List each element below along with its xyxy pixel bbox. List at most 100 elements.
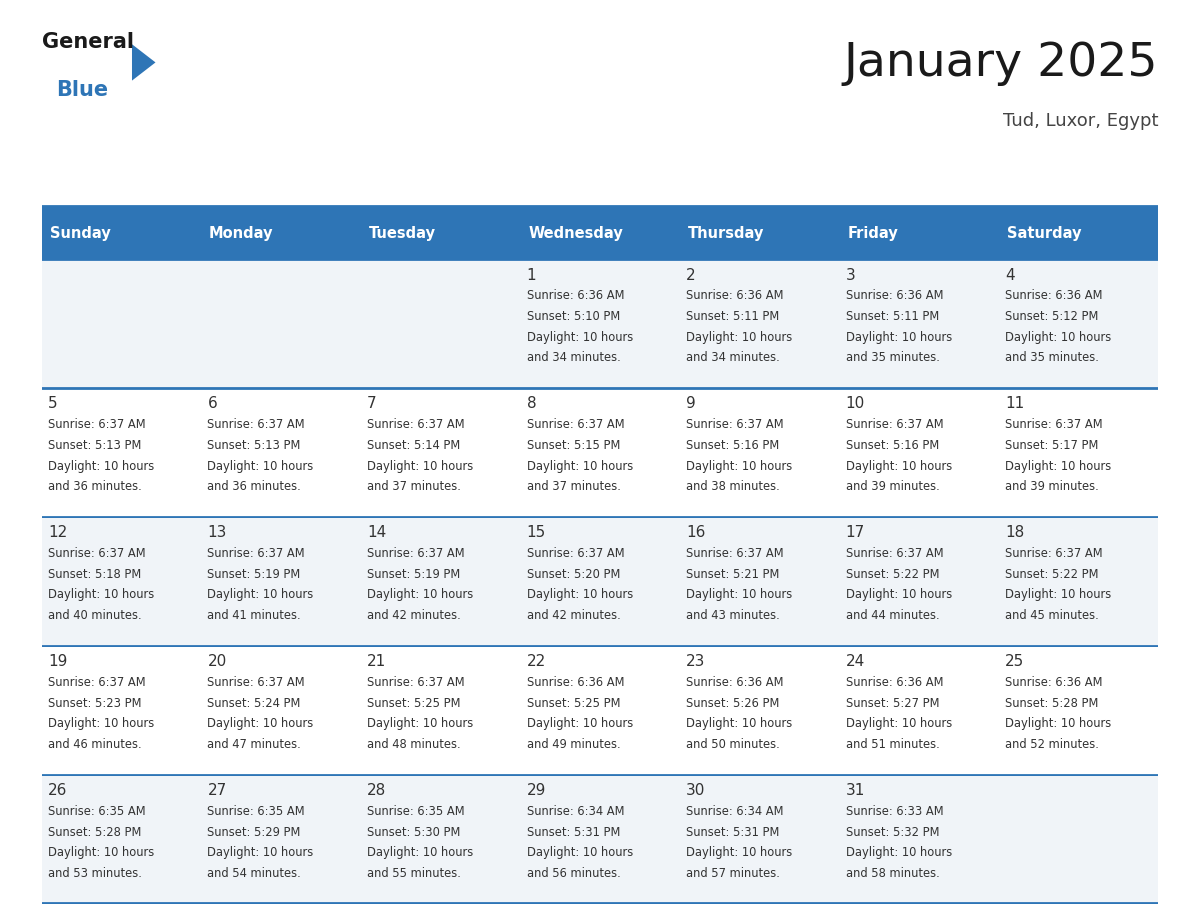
Text: Sunrise: 6:37 AM: Sunrise: 6:37 AM bbox=[48, 676, 146, 689]
Text: Sunrise: 6:36 AM: Sunrise: 6:36 AM bbox=[1005, 289, 1102, 302]
Text: Daylight: 10 hours: Daylight: 10 hours bbox=[1005, 460, 1112, 473]
Text: Sunset: 5:14 PM: Sunset: 5:14 PM bbox=[367, 439, 460, 452]
Text: and 46 minutes.: and 46 minutes. bbox=[48, 738, 141, 751]
Text: Sunrise: 6:37 AM: Sunrise: 6:37 AM bbox=[526, 547, 624, 560]
Text: Sunrise: 6:37 AM: Sunrise: 6:37 AM bbox=[687, 419, 784, 431]
Text: Sunset: 5:17 PM: Sunset: 5:17 PM bbox=[1005, 439, 1099, 452]
Text: Daylight: 10 hours: Daylight: 10 hours bbox=[48, 846, 154, 859]
Text: Sunrise: 6:36 AM: Sunrise: 6:36 AM bbox=[687, 676, 784, 689]
Text: Sunset: 5:11 PM: Sunset: 5:11 PM bbox=[846, 310, 939, 323]
Text: 24: 24 bbox=[846, 655, 865, 669]
Text: Daylight: 10 hours: Daylight: 10 hours bbox=[687, 588, 792, 601]
Text: and 47 minutes.: and 47 minutes. bbox=[208, 738, 302, 751]
Text: and 45 minutes.: and 45 minutes. bbox=[1005, 609, 1099, 622]
Text: and 36 minutes.: and 36 minutes. bbox=[208, 480, 302, 493]
Text: 20: 20 bbox=[208, 655, 227, 669]
Text: Daylight: 10 hours: Daylight: 10 hours bbox=[526, 588, 633, 601]
Text: Sunrise: 6:37 AM: Sunrise: 6:37 AM bbox=[208, 419, 305, 431]
Text: and 36 minutes.: and 36 minutes. bbox=[48, 480, 141, 493]
Text: Daylight: 10 hours: Daylight: 10 hours bbox=[1005, 588, 1112, 601]
Text: Sunset: 5:25 PM: Sunset: 5:25 PM bbox=[367, 697, 461, 710]
Text: and 35 minutes.: and 35 minutes. bbox=[846, 352, 940, 364]
Text: 12: 12 bbox=[48, 525, 68, 541]
Text: Saturday: Saturday bbox=[1006, 226, 1081, 241]
Text: Daylight: 10 hours: Daylight: 10 hours bbox=[208, 588, 314, 601]
Text: Sunrise: 6:36 AM: Sunrise: 6:36 AM bbox=[1005, 676, 1102, 689]
Text: and 38 minutes.: and 38 minutes. bbox=[687, 480, 779, 493]
Text: 11: 11 bbox=[1005, 397, 1024, 411]
Text: Daylight: 10 hours: Daylight: 10 hours bbox=[208, 717, 314, 731]
Text: Daylight: 10 hours: Daylight: 10 hours bbox=[687, 717, 792, 731]
Text: Daylight: 10 hours: Daylight: 10 hours bbox=[846, 588, 952, 601]
Text: Sunrise: 6:36 AM: Sunrise: 6:36 AM bbox=[846, 289, 943, 302]
Text: 22: 22 bbox=[526, 655, 545, 669]
Text: Daylight: 10 hours: Daylight: 10 hours bbox=[526, 330, 633, 343]
Text: Sunset: 5:12 PM: Sunset: 5:12 PM bbox=[1005, 310, 1099, 323]
Text: Daylight: 10 hours: Daylight: 10 hours bbox=[687, 460, 792, 473]
Text: and 53 minutes.: and 53 minutes. bbox=[48, 867, 141, 879]
Text: Daylight: 10 hours: Daylight: 10 hours bbox=[208, 460, 314, 473]
Text: Sunset: 5:22 PM: Sunset: 5:22 PM bbox=[846, 568, 940, 581]
Text: and 34 minutes.: and 34 minutes. bbox=[687, 352, 779, 364]
Text: 23: 23 bbox=[687, 655, 706, 669]
Text: 10: 10 bbox=[846, 397, 865, 411]
Text: Sunrise: 6:37 AM: Sunrise: 6:37 AM bbox=[48, 547, 146, 560]
Text: and 43 minutes.: and 43 minutes. bbox=[687, 609, 779, 622]
Text: Sunrise: 6:37 AM: Sunrise: 6:37 AM bbox=[208, 547, 305, 560]
Text: and 39 minutes.: and 39 minutes. bbox=[846, 480, 940, 493]
Text: 7: 7 bbox=[367, 397, 377, 411]
Text: Sunrise: 6:37 AM: Sunrise: 6:37 AM bbox=[846, 419, 943, 431]
Text: Sunrise: 6:37 AM: Sunrise: 6:37 AM bbox=[48, 419, 146, 431]
Text: 3: 3 bbox=[846, 267, 855, 283]
Text: Sunset: 5:13 PM: Sunset: 5:13 PM bbox=[208, 439, 301, 452]
Text: Monday: Monday bbox=[209, 226, 273, 241]
Text: and 58 minutes.: and 58 minutes. bbox=[846, 867, 940, 879]
Text: 27: 27 bbox=[208, 783, 227, 798]
Text: Sunrise: 6:36 AM: Sunrise: 6:36 AM bbox=[526, 676, 624, 689]
Text: Sunrise: 6:37 AM: Sunrise: 6:37 AM bbox=[367, 676, 465, 689]
Text: Sunset: 5:21 PM: Sunset: 5:21 PM bbox=[687, 568, 779, 581]
Text: Tuesday: Tuesday bbox=[368, 226, 436, 241]
Text: Sunset: 5:30 PM: Sunset: 5:30 PM bbox=[367, 825, 461, 839]
Text: Sunrise: 6:33 AM: Sunrise: 6:33 AM bbox=[846, 805, 943, 818]
Text: 14: 14 bbox=[367, 525, 386, 541]
Text: and 52 minutes.: and 52 minutes. bbox=[1005, 738, 1099, 751]
Text: and 51 minutes.: and 51 minutes. bbox=[846, 738, 940, 751]
Text: and 40 minutes.: and 40 minutes. bbox=[48, 609, 141, 622]
Text: and 55 minutes.: and 55 minutes. bbox=[367, 867, 461, 879]
Text: Sunset: 5:31 PM: Sunset: 5:31 PM bbox=[687, 825, 779, 839]
Text: Sunrise: 6:36 AM: Sunrise: 6:36 AM bbox=[846, 676, 943, 689]
Text: Daylight: 10 hours: Daylight: 10 hours bbox=[367, 717, 473, 731]
Text: Wednesday: Wednesday bbox=[529, 226, 623, 241]
Text: and 37 minutes.: and 37 minutes. bbox=[526, 480, 620, 493]
Text: 30: 30 bbox=[687, 783, 706, 798]
Text: 2: 2 bbox=[687, 267, 696, 283]
Text: Friday: Friday bbox=[847, 226, 898, 241]
Text: 29: 29 bbox=[526, 783, 546, 798]
Text: Sunrise: 6:35 AM: Sunrise: 6:35 AM bbox=[208, 805, 305, 818]
Text: 26: 26 bbox=[48, 783, 68, 798]
Text: Sunset: 5:20 PM: Sunset: 5:20 PM bbox=[526, 568, 620, 581]
Text: Sunset: 5:23 PM: Sunset: 5:23 PM bbox=[48, 697, 141, 710]
Text: Sunrise: 6:36 AM: Sunrise: 6:36 AM bbox=[526, 289, 624, 302]
Text: Sunset: 5:13 PM: Sunset: 5:13 PM bbox=[48, 439, 141, 452]
Text: and 44 minutes.: and 44 minutes. bbox=[846, 609, 940, 622]
Text: Sunrise: 6:37 AM: Sunrise: 6:37 AM bbox=[846, 547, 943, 560]
Text: Sunset: 5:11 PM: Sunset: 5:11 PM bbox=[687, 310, 779, 323]
Text: Sunrise: 6:35 AM: Sunrise: 6:35 AM bbox=[367, 805, 465, 818]
Text: Sunrise: 6:37 AM: Sunrise: 6:37 AM bbox=[367, 419, 465, 431]
Text: 6: 6 bbox=[208, 397, 217, 411]
Text: Sunset: 5:31 PM: Sunset: 5:31 PM bbox=[526, 825, 620, 839]
Text: Sunset: 5:27 PM: Sunset: 5:27 PM bbox=[846, 697, 940, 710]
Text: and 56 minutes.: and 56 minutes. bbox=[526, 867, 620, 879]
Text: and 37 minutes.: and 37 minutes. bbox=[367, 480, 461, 493]
Text: 8: 8 bbox=[526, 397, 536, 411]
Text: January 2025: January 2025 bbox=[843, 41, 1158, 86]
Text: Sunset: 5:10 PM: Sunset: 5:10 PM bbox=[526, 310, 620, 323]
Text: 28: 28 bbox=[367, 783, 386, 798]
Text: Daylight: 10 hours: Daylight: 10 hours bbox=[208, 846, 314, 859]
Text: Sunrise: 6:34 AM: Sunrise: 6:34 AM bbox=[687, 805, 784, 818]
Text: Daylight: 10 hours: Daylight: 10 hours bbox=[1005, 330, 1112, 343]
Text: 5: 5 bbox=[48, 397, 57, 411]
Text: Sunset: 5:28 PM: Sunset: 5:28 PM bbox=[48, 825, 141, 839]
